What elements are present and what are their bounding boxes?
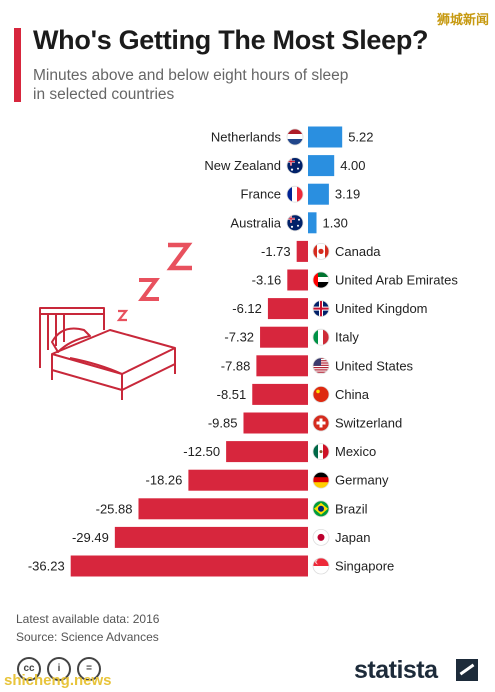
bar-switzerland <box>243 412 308 434</box>
china-flag-icon <box>312 385 330 403</box>
bar-canada <box>296 240 308 262</box>
canada-flag-icon <box>312 242 330 260</box>
switzerland-flag-icon <box>312 414 330 432</box>
value-label-new-zealand: 4.00 <box>340 158 365 173</box>
bar-australia <box>308 212 317 234</box>
category-label-germany: Germany <box>335 473 389 488</box>
singapore-flag-icon <box>312 557 330 575</box>
value-label-germany: -18.26 <box>146 473 183 488</box>
brazil-flag-icon <box>312 500 330 518</box>
category-label-united-arab-emirates: United Arab Emirates <box>335 273 458 288</box>
category-label-singapore: Singapore <box>335 559 394 574</box>
category-label-brazil: Brazil <box>335 501 368 516</box>
italy-flag-icon <box>312 328 330 346</box>
value-label-canada: -1.73 <box>261 244 291 259</box>
value-label-mexico: -12.50 <box>183 444 220 459</box>
value-label-italy: -7.32 <box>224 330 254 345</box>
bar-brazil <box>138 498 308 520</box>
no-derivatives-icon[interactable]: = <box>77 657 101 681</box>
bed-illustration <box>39 242 193 400</box>
category-label-canada: Canada <box>335 244 381 259</box>
value-label-australia: 1.30 <box>323 215 348 230</box>
data-note: Latest available data: 2016 <box>16 612 160 626</box>
value-label-netherlands: 5.22 <box>348 130 373 145</box>
category-label-switzerland: Switzerland <box>335 416 402 431</box>
watermark-top: 狮城新闻 <box>436 12 489 27</box>
value-label-switzerland: -9.85 <box>208 416 238 431</box>
japan-flag-icon <box>312 528 330 546</box>
title-accent-bar <box>14 28 21 102</box>
category-label-united-kingdom: United Kingdom <box>335 301 428 316</box>
netherlands-flag-icon <box>286 128 304 146</box>
category-label-japan: Japan <box>335 530 370 545</box>
category-label-new-zealand: New Zealand <box>204 158 281 173</box>
creative-commons-icon[interactable]: cc <box>17 657 41 681</box>
bar-chart: 5.22 Netherlands 4.00 New Zealand 3.19 France… <box>28 126 458 577</box>
usa-flag-icon <box>312 357 330 375</box>
bar-mexico <box>226 441 308 463</box>
value-label-united-states: -7.88 <box>221 358 251 373</box>
bar-united-states <box>256 355 308 377</box>
bar-china <box>252 383 308 405</box>
value-label-brazil: -25.88 <box>96 501 133 516</box>
category-label-france: France <box>241 187 281 202</box>
bar-italy <box>260 326 308 348</box>
value-label-china: -8.51 <box>217 387 247 402</box>
bar-singapore <box>70 555 308 577</box>
source-note: Source: Science Advances <box>16 630 159 644</box>
attribution-icon[interactable]: i <box>47 657 71 681</box>
france-flag-icon <box>286 185 304 203</box>
category-label-australia: Australia <box>230 215 281 230</box>
category-label-china: China <box>335 387 370 402</box>
value-label-united-arab-emirates: -3.16 <box>252 273 282 288</box>
bar-france <box>308 183 329 205</box>
category-label-italy: Italy <box>335 330 359 345</box>
mexico-flag-icon <box>312 443 330 461</box>
value-label-singapore: -36.23 <box>28 559 65 574</box>
germany-flag-icon <box>312 471 330 489</box>
statista-logo[interactable]: statista <box>354 656 438 684</box>
page-title: Who's Getting The Most Sleep? <box>33 25 429 55</box>
value-label-japan: -29.49 <box>72 530 109 545</box>
value-label-united-kingdom: -6.12 <box>232 301 262 316</box>
bar-japan <box>114 526 308 548</box>
bar-netherlands <box>308 126 343 148</box>
category-label-mexico: Mexico <box>335 444 376 459</box>
page-subtitle: Minutes above and below eight hours of s… <box>33 67 349 103</box>
bar-germany <box>188 469 308 491</box>
new-zealand-flag-icon <box>286 157 304 174</box>
statista-logo-mark-icon[interactable] <box>456 659 478 681</box>
bar-new-zealand <box>308 155 335 177</box>
category-label-united-states: United States <box>335 358 414 373</box>
uk-flag-icon <box>312 300 330 318</box>
bar-united-kingdom <box>267 298 308 320</box>
australia-flag-icon <box>286 214 304 232</box>
uae-flag-icon <box>312 271 330 289</box>
bar-united-arab-emirates <box>287 269 308 291</box>
watermark-bottom: shicheng.news <box>4 672 112 689</box>
value-label-france: 3.19 <box>335 187 360 202</box>
category-label-netherlands: Netherlands <box>211 130 282 145</box>
